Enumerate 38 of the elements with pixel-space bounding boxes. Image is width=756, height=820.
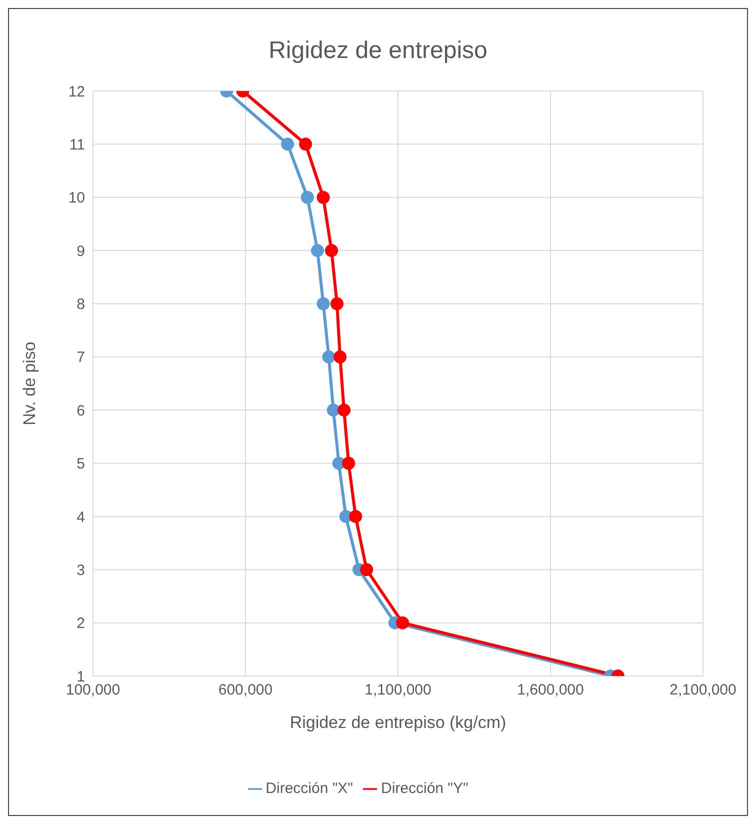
chart-title: Rigidez de entrepiso	[268, 36, 488, 66]
y-tick-label: 12	[68, 83, 85, 100]
y-tick-label: 3	[76, 562, 85, 579]
y-tick-label: 8	[76, 296, 85, 314]
y-tick-label: 9	[76, 242, 85, 260]
point	[310, 244, 324, 258]
point	[316, 297, 330, 310]
point	[316, 190, 330, 204]
point	[332, 456, 346, 470]
point	[281, 138, 294, 151]
x-tick-label: 1,100,000	[364, 682, 432, 699]
y-tick-label: 5	[76, 456, 85, 473]
y-tick-label: 11	[69, 136, 85, 154]
point	[322, 350, 336, 364]
point	[342, 456, 356, 470]
point	[326, 404, 340, 417]
x-tick-label: 1,600,000	[517, 682, 584, 699]
point	[299, 138, 312, 151]
point	[349, 510, 362, 523]
point	[360, 563, 374, 576]
y-tick-label: 6	[76, 402, 85, 420]
point	[334, 350, 347, 364]
point	[396, 616, 410, 630]
y-tick-label: 2	[76, 615, 85, 632]
point	[339, 510, 352, 523]
x-tick-label: 2,100,000	[670, 682, 736, 699]
y-tick-label: 4	[76, 508, 85, 526]
y-tick-label: 10	[68, 190, 85, 207]
point	[330, 297, 344, 310]
y-tick-label: 7	[76, 349, 85, 366]
legend-label: Dirección "X"	[266, 780, 353, 797]
y-axis-title: Nv. de piso	[20, 342, 40, 426]
point	[325, 244, 338, 258]
legend-label: Dirección "Y"	[381, 780, 468, 797]
point	[300, 190, 314, 204]
x-tick-label: 600,000	[218, 682, 273, 699]
point	[338, 404, 351, 417]
x-axis-title: Rigidez de entrepiso (kg/cm)	[290, 713, 506, 732]
